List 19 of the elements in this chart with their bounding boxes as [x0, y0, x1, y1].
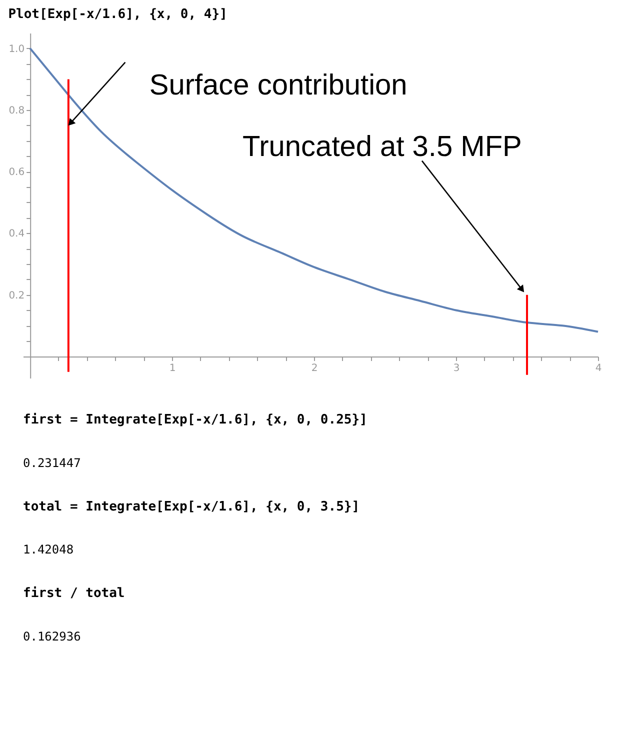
y-tick-label: 0.4 — [8, 228, 25, 240]
text: 0.231447 — [23, 456, 81, 470]
y-tick-label: 0.6 — [8, 167, 25, 178]
text: total = Integrate[Exp[-x/1.6], {x, 0, 3.5}] — [23, 499, 360, 514]
x-tick-label: 3 — [453, 362, 460, 374]
line-series — [29, 47, 599, 333]
text: first = Integrate[Exp[-x/1.6], {x, 0, 0.25}] — [23, 412, 368, 428]
annotation: Surface contribution — [149, 69, 408, 102]
x-tick-label: 1 — [169, 362, 176, 374]
text: first / total — [23, 586, 125, 601]
y-tick-label: 0.2 — [8, 290, 25, 302]
text: 1.42048 — [23, 542, 74, 557]
y-tick-label: 0.8 — [8, 106, 25, 117]
x-tick-label: 4 — [595, 362, 602, 374]
x-tick-label: 2 — [311, 362, 318, 374]
y-tick-label: 1.0 — [8, 44, 25, 55]
text: 0.162936 — [23, 629, 81, 644]
annotation: Truncated at 3.5 MFP — [242, 130, 522, 163]
chart-title: Plot[Exp[-x/1.6], {x, 0, 4}] — [8, 7, 228, 22]
